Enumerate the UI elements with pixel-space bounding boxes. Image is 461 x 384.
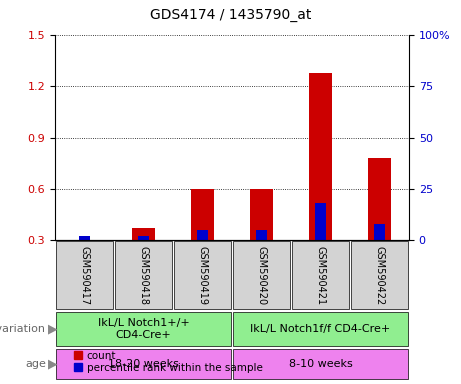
- Bar: [351, 242, 408, 309]
- Text: GSM590418: GSM590418: [138, 246, 148, 305]
- Bar: [250, 189, 273, 240]
- Text: GSM590419: GSM590419: [197, 246, 207, 305]
- Bar: [174, 242, 231, 309]
- Text: GSM590417: GSM590417: [79, 246, 89, 305]
- Bar: [115, 242, 172, 309]
- Text: ▶: ▶: [48, 358, 58, 371]
- Bar: [368, 158, 391, 240]
- Bar: [256, 230, 267, 240]
- Text: GSM590422: GSM590422: [374, 246, 384, 305]
- Text: ▶: ▶: [48, 323, 58, 336]
- Bar: [56, 349, 231, 379]
- Text: IkL/L Notch1f/f CD4-Cre+: IkL/L Notch1f/f CD4-Cre+: [250, 324, 390, 334]
- Bar: [56, 242, 113, 309]
- Bar: [56, 311, 231, 346]
- Bar: [292, 242, 349, 309]
- Bar: [197, 230, 208, 240]
- Text: GSM590420: GSM590420: [256, 246, 266, 305]
- Text: 8-10 weeks: 8-10 weeks: [289, 359, 352, 369]
- Legend: count, percentile rank within the sample: count, percentile rank within the sample: [74, 351, 262, 373]
- Text: IkL/L Notch1+/+
CD4-Cre+: IkL/L Notch1+/+ CD4-Cre+: [98, 318, 189, 340]
- Text: 18-20 weeks: 18-20 weeks: [108, 359, 179, 369]
- Bar: [138, 236, 149, 240]
- Text: age: age: [25, 359, 46, 369]
- Bar: [315, 203, 326, 240]
- Bar: [309, 73, 332, 240]
- Bar: [233, 311, 408, 346]
- Text: GDS4174 / 1435790_at: GDS4174 / 1435790_at: [150, 8, 311, 22]
- Bar: [132, 228, 155, 240]
- Text: GSM590421: GSM590421: [315, 246, 325, 305]
- Bar: [233, 349, 408, 379]
- Bar: [374, 223, 385, 240]
- Bar: [191, 189, 214, 240]
- Text: genotype/variation: genotype/variation: [0, 324, 46, 334]
- Bar: [233, 242, 290, 309]
- Bar: [79, 236, 90, 240]
